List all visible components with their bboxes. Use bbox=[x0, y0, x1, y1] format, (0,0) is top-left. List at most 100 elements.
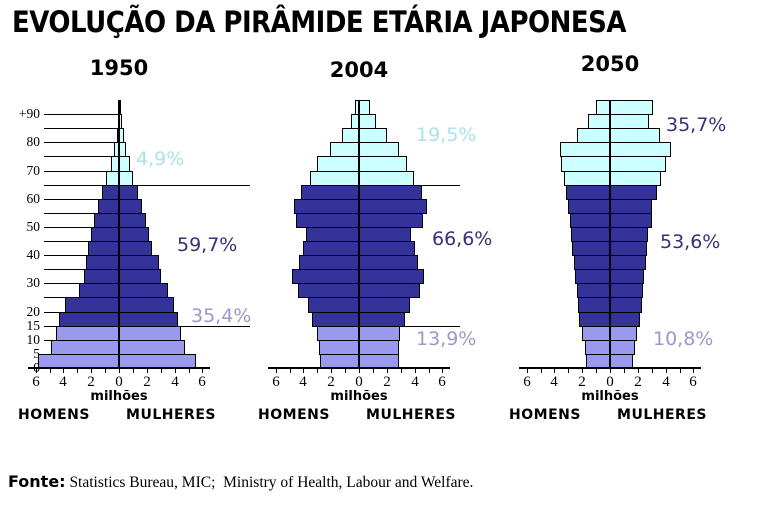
source-text: Statistics Bureau, MIC; Ministry of Heal… bbox=[65, 474, 474, 491]
axis-tick bbox=[91, 369, 92, 373]
age-gridline bbox=[44, 241, 89, 242]
axis-tick bbox=[582, 369, 583, 373]
axis-tick bbox=[610, 369, 611, 373]
axis-tick-label: 2 bbox=[87, 374, 95, 390]
axis-tick-label: 2 bbox=[143, 374, 151, 390]
age-bar-65-69 bbox=[310, 171, 414, 186]
x-axis-baseline bbox=[519, 367, 701, 369]
percent-label-working: 59,7% bbox=[177, 234, 238, 256]
unit-label: milhões bbox=[330, 389, 388, 404]
percent-label-elderly: 4,9% bbox=[136, 148, 185, 170]
percent-label-working: 66,6% bbox=[432, 228, 493, 250]
axis-tick bbox=[77, 369, 78, 373]
source-label: Fonte: bbox=[8, 472, 66, 491]
x-axis-baseline bbox=[28, 367, 210, 369]
axis-tick-label: 6 bbox=[272, 374, 280, 390]
men-label: HOMENS bbox=[258, 407, 330, 423]
axis-tick-label: 6 bbox=[689, 374, 697, 390]
age-bar-40-44 bbox=[88, 241, 152, 256]
age-label: 80 bbox=[26, 134, 41, 150]
age-gridline bbox=[44, 185, 103, 186]
axis-tick-label: 2 bbox=[634, 374, 642, 390]
axis-tick bbox=[147, 369, 148, 373]
women-label: MULHERES bbox=[366, 407, 456, 423]
age-bar-65-69 bbox=[564, 171, 661, 186]
age-label: 30 bbox=[26, 275, 41, 291]
age-label: 20 bbox=[26, 303, 41, 319]
axis-tick bbox=[359, 369, 360, 373]
age-bar-75-79 bbox=[114, 142, 126, 157]
age-bar-70-74 bbox=[111, 156, 130, 172]
age-bar-60-64 bbox=[301, 185, 422, 200]
axis-tick bbox=[133, 369, 134, 373]
axis-tick bbox=[429, 369, 430, 373]
axis-tick bbox=[638, 369, 639, 373]
axis-tick-label: 4 bbox=[59, 374, 67, 390]
axis-tick bbox=[63, 369, 64, 373]
axis-tick bbox=[276, 369, 277, 373]
age-bar-85-89 bbox=[351, 114, 376, 129]
age-gridline bbox=[44, 213, 94, 214]
axis-tick bbox=[290, 369, 291, 373]
axis-tick bbox=[401, 369, 402, 373]
axis-tick-label: 6 bbox=[198, 374, 206, 390]
axis-tick-label: 0 bbox=[606, 374, 614, 390]
age-gridline bbox=[44, 142, 115, 143]
age-bar-80-84 bbox=[577, 128, 660, 143]
age-gridline bbox=[44, 297, 65, 298]
axis-tick bbox=[554, 369, 555, 373]
axis-tick bbox=[189, 369, 190, 373]
age-bar-75-79 bbox=[560, 142, 671, 157]
age-gridline bbox=[44, 114, 119, 115]
age-bar-60-64 bbox=[102, 185, 138, 200]
chart-title: EVOLUÇÃO DA PIRÂMIDE ETÁRIA JAPONESA bbox=[12, 6, 627, 40]
age-label: 40 bbox=[26, 247, 41, 263]
age-label: 10 bbox=[26, 331, 41, 347]
axis-tick bbox=[415, 369, 416, 373]
age-bar-85-89 bbox=[588, 114, 649, 129]
axis-tick-label: 4 bbox=[299, 374, 307, 390]
age-bar-25-29 bbox=[79, 283, 168, 298]
age-bar-55-59 bbox=[294, 199, 427, 214]
axis-tick-label: 6 bbox=[32, 374, 40, 390]
age-gridline bbox=[44, 340, 51, 341]
age-label: 50 bbox=[26, 218, 41, 234]
axis-tick-label: 4 bbox=[550, 374, 558, 390]
axis-tick-label: 0 bbox=[115, 374, 123, 390]
axis-tick bbox=[303, 369, 304, 373]
age-bar-45-49 bbox=[91, 227, 149, 242]
axis-tick-label: 2 bbox=[383, 374, 391, 390]
axis-tick bbox=[693, 369, 694, 373]
axis-tick-label: 6 bbox=[523, 374, 531, 390]
percent-label-young: 10,8% bbox=[653, 328, 714, 350]
axis-tick bbox=[387, 369, 388, 373]
axis-tick bbox=[680, 369, 681, 373]
axis-tick bbox=[161, 369, 162, 373]
percent-label-young: 35,4% bbox=[191, 305, 252, 327]
percent-label-elderly: 19,5% bbox=[416, 124, 477, 146]
age-bar-35-39 bbox=[86, 255, 159, 270]
age-bar-50-54 bbox=[570, 213, 652, 228]
men-label: HOMENS bbox=[18, 407, 90, 423]
axis-tick-label: 4 bbox=[411, 374, 419, 390]
axis-tick-label: 0 bbox=[355, 374, 363, 390]
age-bar-30-34 bbox=[84, 269, 161, 284]
axis-tick bbox=[596, 369, 597, 373]
axis-tick bbox=[119, 369, 120, 373]
year-label-2050: 2050 bbox=[580, 52, 640, 76]
center-axis-line bbox=[609, 100, 611, 368]
women-label: MULHERES bbox=[126, 407, 216, 423]
axis-tick bbox=[317, 369, 318, 373]
axis-tick bbox=[527, 369, 528, 373]
age-label: 60 bbox=[26, 190, 41, 206]
source-line: Fonte: Statistics Bureau, MIC; Ministry … bbox=[8, 472, 473, 492]
women-label: MULHERES bbox=[617, 407, 707, 423]
age-bar-70-74 bbox=[317, 156, 407, 172]
axis-tick bbox=[50, 369, 51, 373]
axis-tick bbox=[36, 369, 37, 373]
age-gridline bbox=[44, 227, 92, 228]
age-gridline bbox=[44, 283, 79, 284]
axis-tick bbox=[541, 369, 542, 373]
axis-tick bbox=[175, 369, 176, 373]
